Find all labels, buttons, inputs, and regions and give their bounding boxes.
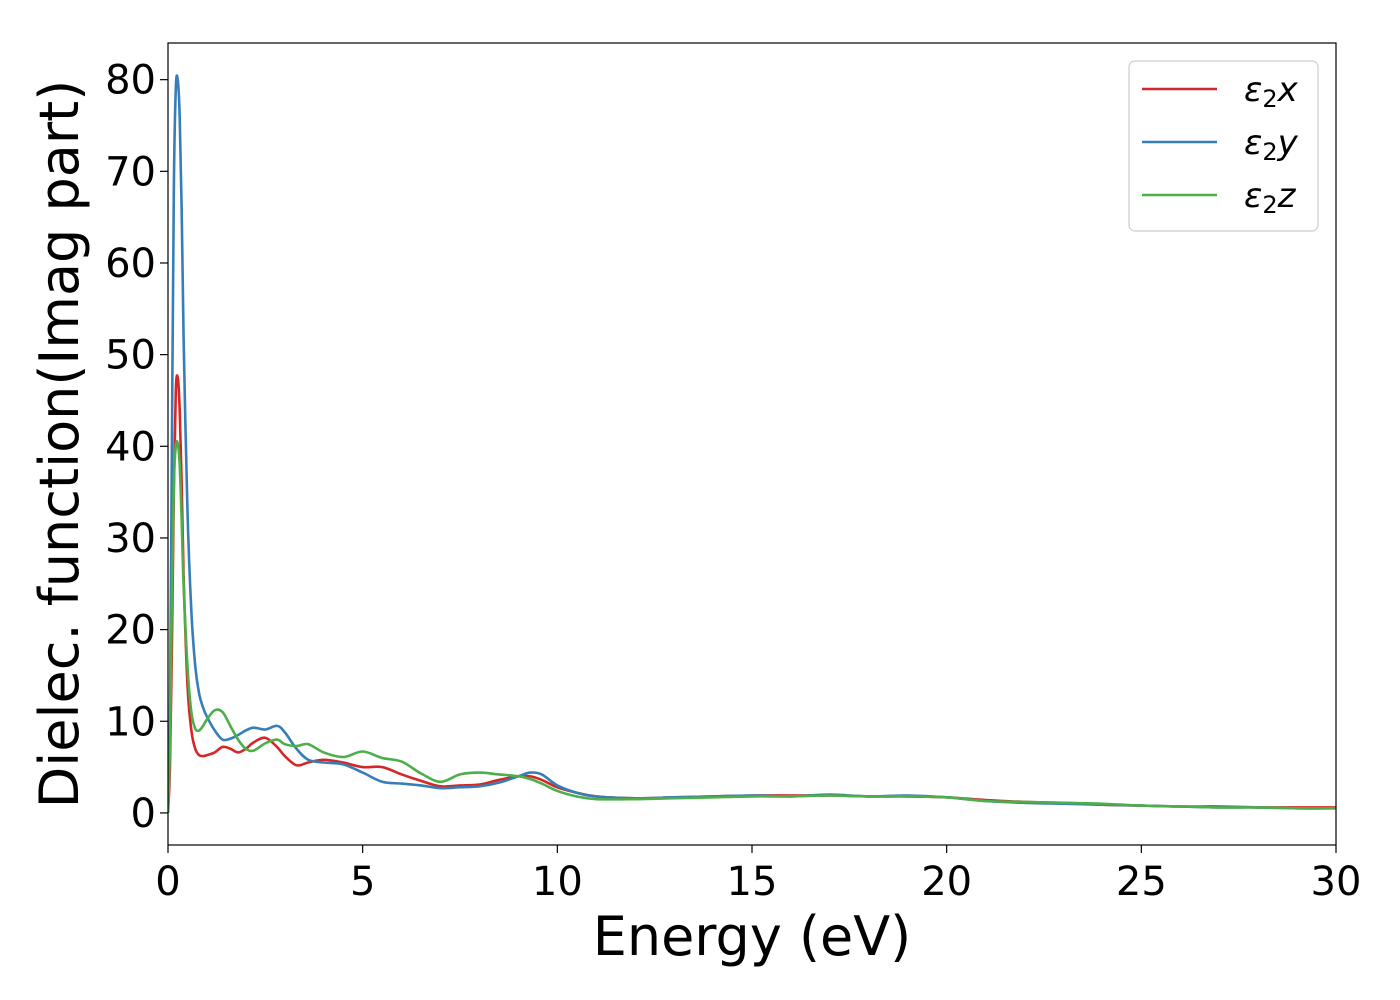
legend-entry-y: ε2y	[1244, 123, 1299, 166]
legend-entry-x: ε2x	[1244, 70, 1299, 113]
x-tick-label: 5	[350, 859, 375, 905]
x-axis-label: Energy (eV)	[593, 905, 912, 968]
legend-box	[1128, 60, 1319, 232]
series-line-x	[168, 374, 1336, 813]
y-tick-label: 30	[105, 516, 156, 562]
x-tick-label: 15	[727, 859, 778, 905]
x-tick-label: 20	[921, 859, 972, 905]
x-tick-label: 0	[155, 859, 180, 905]
legend: ε2x ε2y ε2z	[1128, 60, 1319, 232]
x-axis-ticks: 0 5 10 15 20 25 30	[155, 845, 1361, 905]
legend-entry-z: ε2z	[1244, 176, 1297, 219]
x-tick-label: 25	[1116, 859, 1167, 905]
y-tick-label: 40	[105, 424, 156, 470]
y-tick-label: 20	[105, 608, 156, 654]
y-axis-ticks: 0 10 20 30 40 50 60 70 80	[105, 58, 168, 837]
y-tick-label: 50	[105, 333, 156, 379]
y-tick-label: 10	[105, 699, 156, 745]
y-tick-label: 70	[105, 149, 156, 195]
x-tick-label: 30	[1311, 859, 1362, 905]
y-tick-label: 80	[105, 58, 156, 104]
series-line-z	[168, 440, 1336, 813]
y-tick-label: 60	[105, 241, 156, 287]
y-axis-label: Dielec. function(Imag part)	[28, 80, 91, 809]
y-tick-label: 0	[131, 791, 156, 837]
x-tick-label: 10	[532, 859, 583, 905]
series-layer	[168, 74, 1336, 813]
